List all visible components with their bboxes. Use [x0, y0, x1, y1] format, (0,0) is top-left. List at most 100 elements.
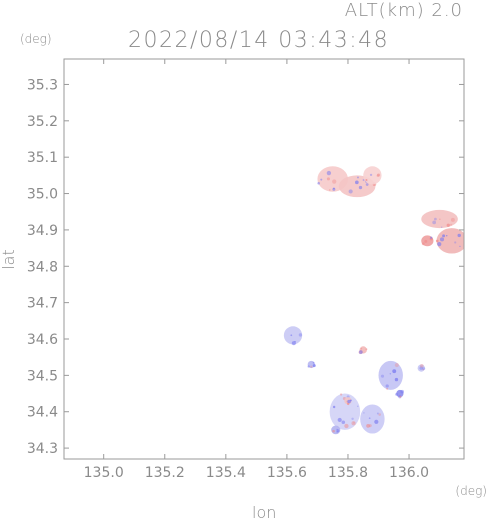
echo-speck	[374, 419, 379, 424]
y-tick-label: 34.9	[27, 223, 58, 239]
altitude-label: ALT(km) 2.0	[344, 0, 463, 21]
echo-speck	[298, 333, 303, 337]
echo-speck	[291, 341, 296, 346]
echo-speck	[312, 361, 315, 364]
echo-speck	[336, 429, 340, 433]
echo-speck	[441, 226, 443, 228]
echo-speck	[395, 392, 398, 396]
echo-speck	[365, 348, 368, 351]
x-tick-label: 135.4	[206, 465, 246, 481]
echo-south-cluster-3	[378, 360, 403, 390]
echo-south-cluster	[329, 393, 361, 430]
echo-speck	[385, 384, 389, 388]
echo-speck	[422, 368, 424, 371]
echo-speck	[419, 363, 424, 368]
echo-speck	[355, 180, 359, 185]
echo-speck	[326, 177, 330, 181]
echo-speck	[341, 420, 346, 425]
echo-speck	[394, 377, 399, 382]
echo-speck	[386, 388, 388, 390]
echo-speck	[339, 393, 343, 396]
timestamp-label: 2022/08/14 03:43:48	[128, 28, 390, 53]
echo-speck	[332, 429, 335, 433]
echo-speck	[366, 423, 371, 428]
echo-mid-cluster	[283, 326, 303, 345]
echo-speck	[442, 234, 446, 238]
echo-speck	[376, 412, 379, 415]
plot-frame	[63, 58, 465, 460]
x-axis-label: lon	[252, 503, 277, 522]
echo-speck	[320, 178, 323, 181]
echo-north-cluster-3	[363, 166, 382, 185]
echo-speck	[446, 223, 450, 227]
echo-speck	[307, 365, 310, 368]
y-tick-label: 34.5	[27, 368, 58, 384]
echo-speck	[358, 350, 363, 354]
echo-speck	[399, 395, 402, 398]
echo-speck	[369, 173, 373, 177]
echo-speck	[347, 399, 351, 404]
echo-speck	[353, 422, 355, 424]
tick-layer: 135.0 135.2 135.4 135.6 135.8 136.0 34.3 34.4 34…	[27, 59, 464, 481]
y-tick-label: 35.0	[27, 187, 58, 203]
echo-speck	[394, 363, 399, 368]
y-tick-label: 34.6	[27, 332, 58, 348]
echo-speck	[326, 170, 332, 176]
echo-speck	[439, 237, 445, 242]
echo-speck	[332, 405, 336, 409]
echo-speck	[348, 189, 353, 194]
echo-speck	[336, 430, 339, 434]
echo-speck	[332, 179, 337, 184]
echo-speck	[459, 245, 461, 248]
echo-speck	[377, 173, 381, 177]
echo-speck	[430, 236, 433, 239]
echo-speck	[312, 364, 316, 368]
x-tick-label: 136.0	[389, 465, 429, 481]
echo-speck	[439, 218, 441, 220]
echo-speck	[435, 239, 439, 243]
echo-speck	[351, 421, 356, 426]
echo-speck	[424, 239, 428, 243]
x-tick-label: 135.2	[145, 465, 185, 481]
echo-speck	[389, 372, 392, 375]
echo-speck	[422, 367, 426, 371]
echo-speck	[380, 374, 385, 378]
echo-speck	[445, 235, 448, 237]
echo-south-cluster-2	[360, 404, 385, 434]
echo-speck	[400, 389, 404, 394]
echo-speck	[358, 185, 363, 190]
echo-speck	[337, 417, 342, 423]
y-tick-label: 34.8	[27, 259, 58, 275]
echo-speck	[333, 187, 335, 190]
y-tick-label: 34.3	[27, 441, 58, 457]
y-tick-label: 35.1	[27, 150, 58, 166]
echo-speck	[378, 413, 381, 416]
echo-speck	[329, 189, 331, 191]
echo-speck	[450, 217, 455, 222]
y-tick-label: 35.2	[27, 114, 58, 130]
echo-speck	[351, 417, 354, 421]
echo-speck	[368, 417, 371, 420]
echo-speck	[450, 223, 453, 226]
echo-speck	[454, 241, 457, 244]
y-tick-label: 34.7	[27, 296, 58, 312]
echo-layer	[283, 166, 464, 435]
y-unit-label: (deg)	[20, 32, 52, 46]
echo-speck	[437, 242, 442, 247]
echo-speck	[290, 334, 293, 337]
echo-speck	[365, 183, 369, 186]
echo-speck	[363, 412, 365, 414]
echo-speck	[368, 424, 372, 428]
echo-speck	[432, 220, 437, 225]
echo-speck	[360, 348, 363, 350]
x-tick-label: 135.6	[267, 465, 307, 481]
echo-speck	[457, 233, 461, 238]
y-tick-label: 35.3	[27, 77, 58, 93]
echo-speck	[310, 365, 313, 368]
echo-speck	[392, 369, 397, 374]
echo-speck	[344, 423, 349, 429]
echo-speck	[362, 179, 365, 182]
x-tick-label: 135.0	[84, 465, 124, 481]
echo-speck	[336, 428, 338, 431]
